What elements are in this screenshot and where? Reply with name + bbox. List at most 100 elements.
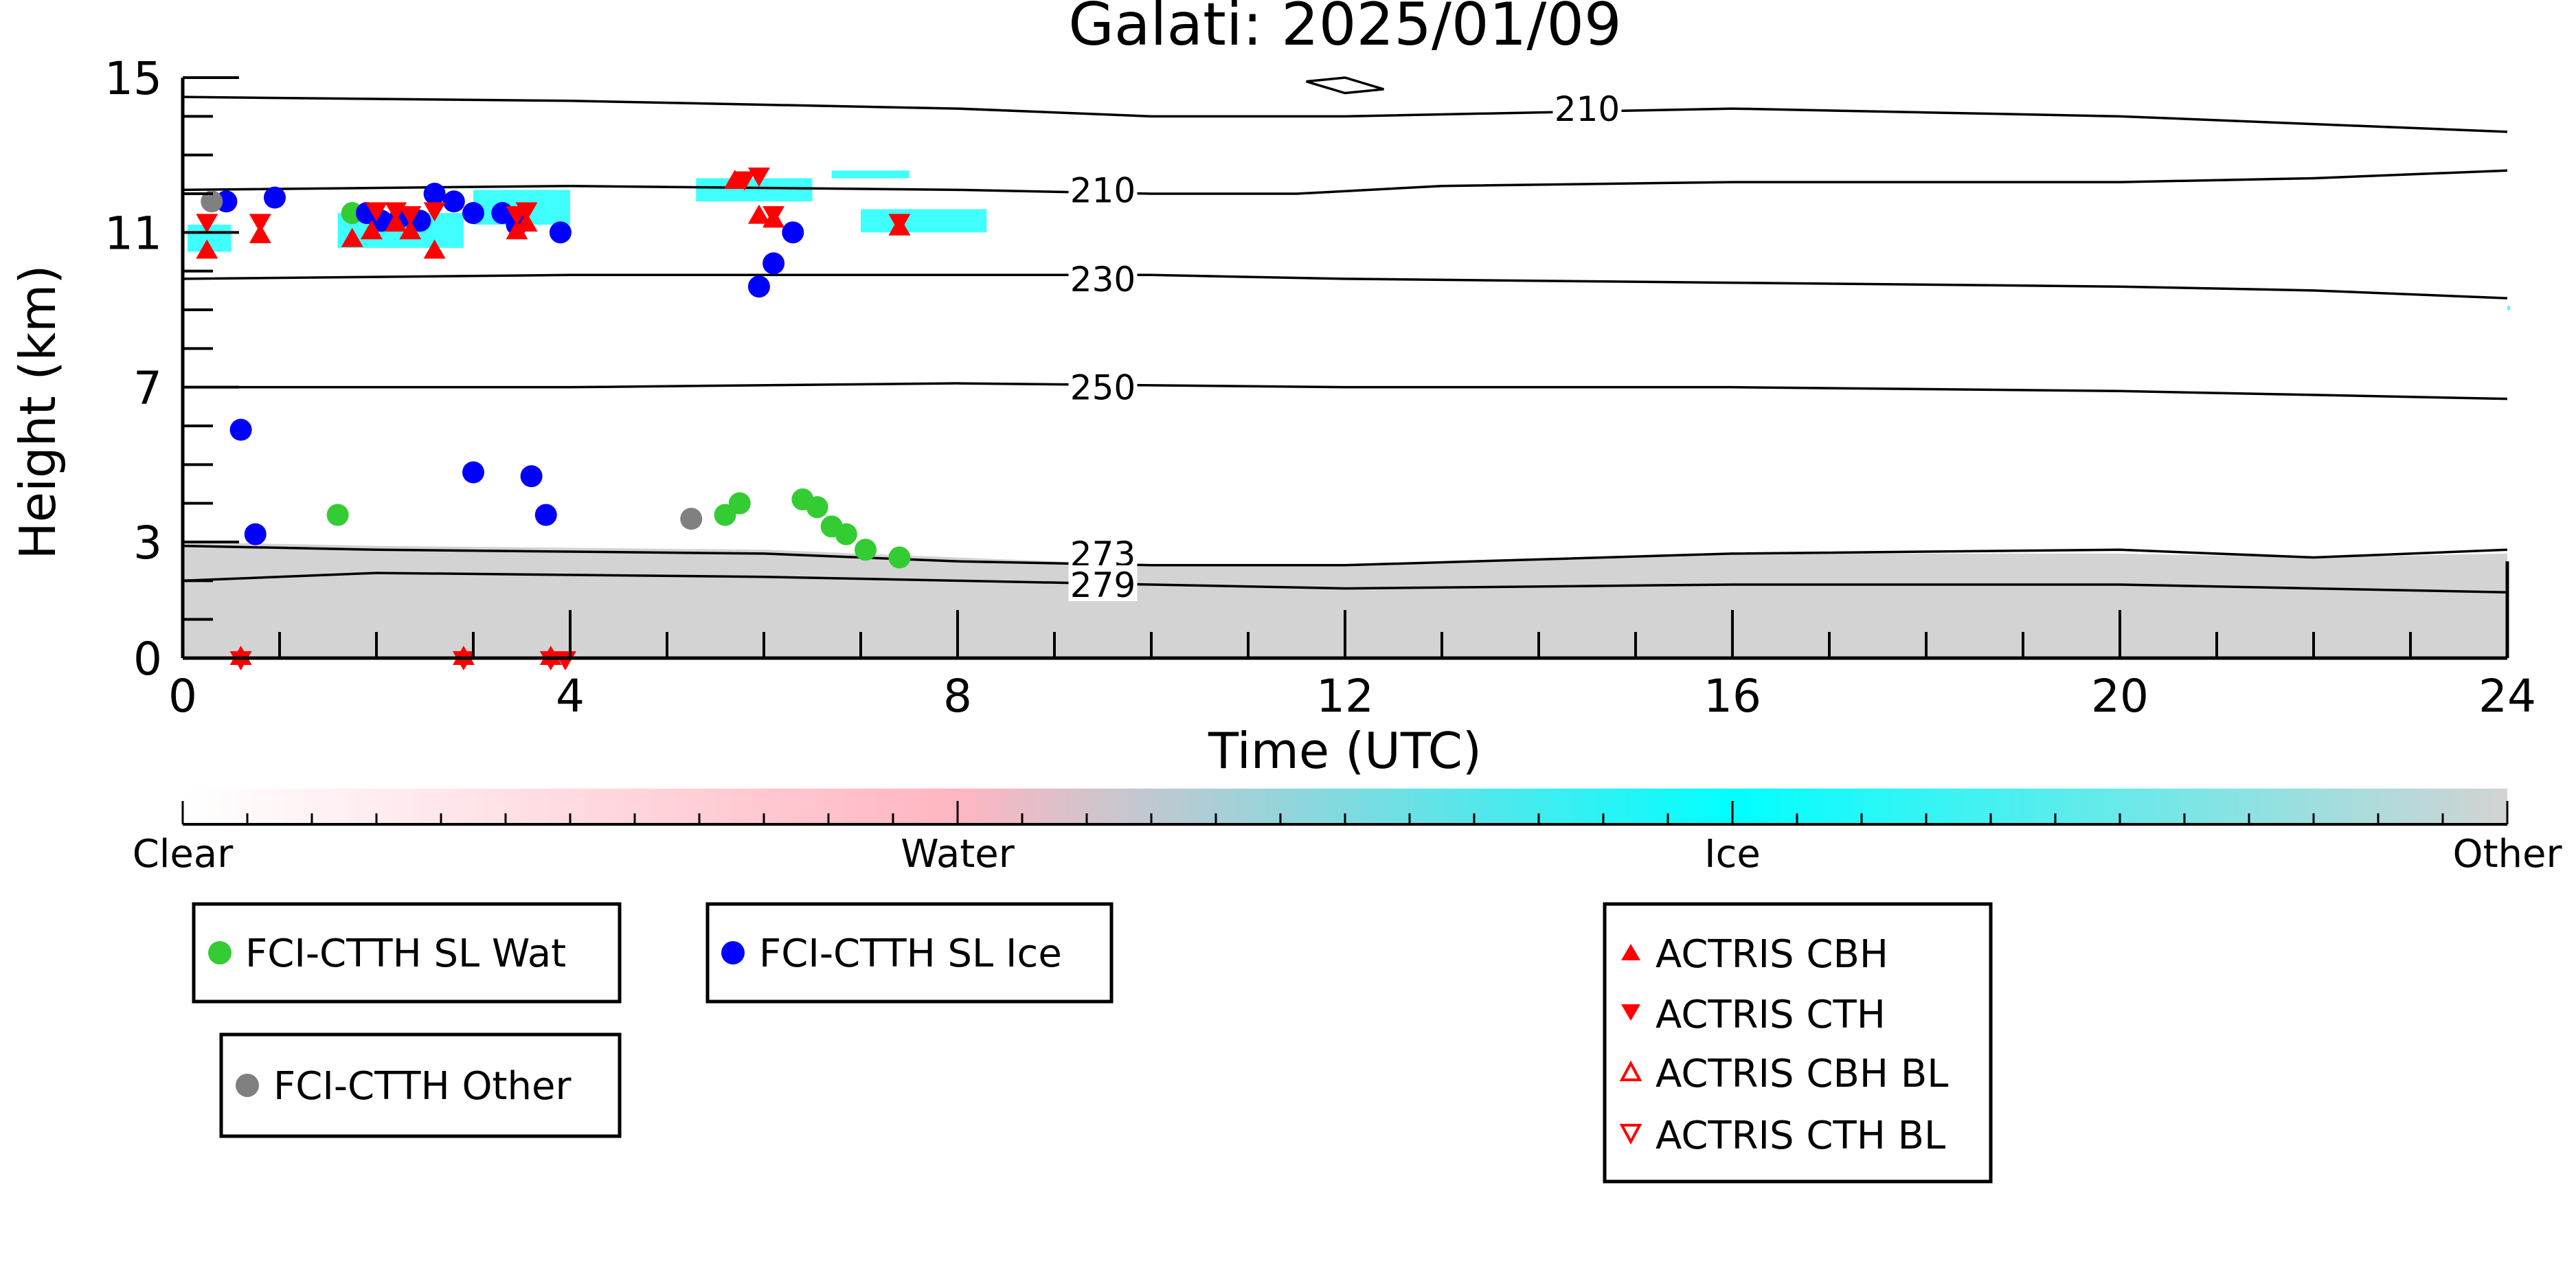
legend-box-ice: FCI-CTTH SL Ice [705,902,1114,1004]
y-tick-label-15: 15 [104,52,162,105]
y-tick-label-7: 7 [133,362,162,415]
contour-line-230-2 [182,273,2508,300]
y-tick-label-3: 3 [133,517,162,569]
y-tick-label-0: 0 [133,633,162,686]
marker-s1-2 [229,418,252,441]
other-classification-fill [183,542,2507,658]
x-tick-label-16: 16 [1704,670,1761,723]
marker-s4-5 [423,202,446,222]
marker-s3-4 [385,212,407,232]
legend-marker-cth [1621,1004,1640,1021]
x-tick-label-12: 12 [1316,670,1374,723]
marker-s0-8 [855,539,877,561]
contour-label-bg-0 [1552,89,1622,126]
colorbar-label-other: Other [2452,832,2562,877]
marker-s0-0 [326,504,349,526]
marker-s4-14 [539,651,562,670]
legend-box-wat: FCI-CTTH SL Wat [192,902,622,1004]
marker-s1-19 [782,221,804,244]
legend-label-cbh: ACTRIS CBH [1656,932,1888,977]
marker-s3-10 [747,204,770,224]
marker-s4-11 [888,214,911,234]
legends: FCI-CTTH SL Wat FCI-CTTH SL Ice FCI-CTTH… [192,902,1993,1184]
marker-s1-18 [762,252,785,275]
marker-s4-7 [515,202,538,222]
marker-s4-8 [733,171,756,191]
marker-s1-8 [423,183,446,205]
legend-label-cbh-bl: ACTRIS CBH BL [1656,1052,1948,1096]
contour-line-210-0 [182,95,2508,133]
marker-s4-0 [196,214,218,234]
contour-line-210-1 [182,169,2508,195]
legend-label-ice: FCI-CTTH SL Ice [759,931,1062,976]
contour-label-bg-3 [1068,368,1138,404]
x-tick-label-24: 24 [2478,670,2536,723]
contour-line-250-3 [183,382,2508,400]
marker-s1-10 [462,202,484,225]
marker-s4-13 [452,651,475,670]
legend-marker-cbh-bl [1619,1060,1642,1081]
x-axis-label: Time (UTC) [1208,722,1482,780]
marker-s1-9 [442,190,465,213]
axes: 0 3 7 11 15 0 4 8 12 16 20 24 [104,52,2536,723]
legend-box-actris: ACTRIS CBH ACTRIS CTH ACTRIS CBH BL ACTR… [1603,902,1993,1184]
contour-label-bg-2 [1068,259,1138,295]
ice-patch-3 [696,178,813,202]
marker-s1-17 [747,275,770,298]
marker-s3-6 [423,239,446,259]
data-markers [196,167,911,670]
legend-label-other: FCI-CTTH Other [273,1064,572,1109]
chart-title: Galati: 2025/01/09 [1068,0,1622,59]
temperature-contours [182,76,2508,594]
contour-label-0: 210 [1555,89,1620,129]
contour-line-273-4 [182,544,2508,567]
ice-patch-5 [861,209,987,233]
marker-s1-3 [244,523,267,545]
marker-s1-16 [534,504,557,526]
contour-label-1: 210 [1070,170,1136,210]
marker-s2-1 [680,508,703,530]
marker-s3-2 [341,227,363,247]
contour-label-bg-1 [1068,170,1138,207]
marker-s3-5 [399,220,422,240]
x-tick-label-8: 8 [943,670,972,723]
ice-patch-6 [2507,306,2510,310]
marker-s4-4 [399,206,422,226]
marker-s3-0 [196,239,218,259]
contour-label-bg-5 [1068,565,1138,601]
marker-s4-1 [249,214,271,234]
colorbar-ticks [181,801,2509,826]
x-tick-label-4: 4 [556,670,585,723]
marker-s2-0 [201,190,223,213]
marker-s3-3 [360,220,383,240]
y-axis-label: Height (km) [9,265,67,560]
legend-marker-other [236,1074,259,1097]
contour-line-279-5 [182,572,2508,594]
legend-marker-wat [208,941,231,964]
marker-s4-2 [365,202,387,222]
marker-s1-13 [549,221,572,244]
contour-label-3: 250 [1070,368,1136,408]
marker-s4-9 [747,167,770,187]
x-tick-label-0: 0 [168,670,197,723]
ice-patch-4 [831,170,909,179]
legend-label-cth: ACTRIS CTH [1656,993,1886,1037]
y-tick-label-11: 11 [104,207,162,260]
contour-label-2: 230 [1070,260,1136,300]
legend-label-wat: FCI-CTTH SL Wat [245,931,566,976]
contour-small-loop [1306,76,1384,95]
other-fill-area [183,542,2507,658]
marker-s1-15 [520,465,543,488]
legend-marker-cbh [1621,944,1640,960]
marker-s0-7 [835,523,857,545]
marker-s0-5 [806,496,828,519]
marker-s3-8 [515,212,538,232]
marker-s0-9 [888,546,911,569]
contour-label-bg-4 [1068,534,1138,570]
legend-marker-ice [721,941,745,964]
marker-s1-1 [263,186,286,209]
legend-label-cth-bl: ACTRIS CTH BL [1656,1114,1945,1158]
